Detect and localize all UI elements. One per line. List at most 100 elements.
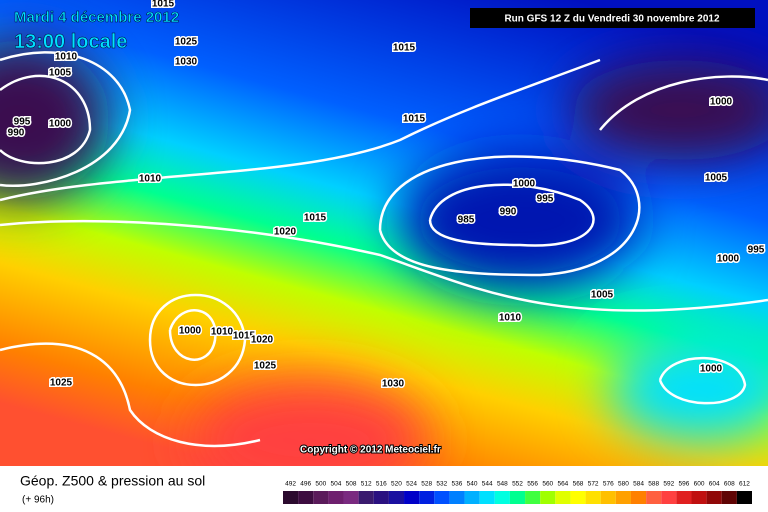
legend-swatch bbox=[388, 491, 405, 504]
map-date: Mardi 4 décembre 2012 bbox=[14, 9, 179, 26]
isobar-label: 1005 bbox=[49, 68, 72, 79]
legend-swatch bbox=[736, 491, 752, 504]
isobar-label: 1025 bbox=[254, 361, 277, 372]
legend-label: 588 bbox=[648, 481, 659, 488]
legend-swatch bbox=[600, 491, 616, 504]
isobar-label: 995 bbox=[14, 117, 31, 128]
map-field bbox=[0, 0, 768, 500]
legend-label: 592 bbox=[663, 481, 674, 488]
isobar-label: 1000 bbox=[710, 97, 733, 108]
legend-swatch bbox=[479, 491, 495, 504]
legend-label: 528 bbox=[421, 481, 432, 488]
legend-swatch bbox=[343, 491, 359, 504]
legend-swatch bbox=[540, 491, 556, 504]
run-box bbox=[470, 8, 755, 28]
legend-swatch bbox=[373, 491, 389, 504]
legend-swatch bbox=[449, 491, 465, 504]
isobar-label: 1005 bbox=[591, 290, 614, 301]
isobar-label: 1015 bbox=[304, 213, 327, 224]
legend-label: 524 bbox=[406, 481, 417, 488]
legend-swatch bbox=[313, 491, 329, 504]
isobar-label: 1010 bbox=[499, 313, 522, 324]
legend-swatch bbox=[283, 491, 299, 504]
isobar-label: 1015 bbox=[393, 43, 416, 54]
isobar-label: 1005 bbox=[705, 173, 728, 184]
isobar-label: 1010 bbox=[139, 174, 162, 185]
legend-label: 552 bbox=[512, 481, 523, 488]
legend-label: 532 bbox=[436, 481, 447, 488]
isobar-label: 990 bbox=[500, 207, 517, 218]
legend-swatch bbox=[358, 491, 374, 504]
legend-label: 496 bbox=[300, 481, 311, 488]
legend-label: 512 bbox=[361, 481, 372, 488]
legend-swatch bbox=[525, 491, 541, 504]
isobar-label: 995 bbox=[537, 194, 554, 205]
isobar-label: 1030 bbox=[175, 57, 198, 68]
footer-lead: (+ 96h) bbox=[22, 495, 54, 506]
isobar-label: 1015 bbox=[233, 331, 256, 342]
run-info: Run GFS 12 Z du Vendredi 30 novembre 201… bbox=[504, 14, 720, 25]
legend-label: 584 bbox=[633, 481, 644, 488]
isobar-label: 1000 bbox=[179, 326, 202, 337]
legend-label: 500 bbox=[315, 481, 326, 488]
legend-swatch bbox=[676, 491, 692, 504]
legend-swatch bbox=[706, 491, 722, 504]
isobar-label: 1025 bbox=[175, 37, 198, 48]
legend-label: 516 bbox=[376, 481, 387, 488]
isobar-labels: 1015102510301010100599599010001015101510… bbox=[6, 0, 766, 391]
isobar-label: 1000 bbox=[513, 179, 536, 190]
legend-swatch bbox=[419, 491, 435, 504]
legend-swatch bbox=[434, 491, 450, 504]
legend-swatch bbox=[328, 491, 344, 504]
footer-title: Géop. Z500 & pression au sol bbox=[20, 473, 205, 489]
legend-label: 560 bbox=[542, 481, 553, 488]
isobar-label: 1015 bbox=[152, 0, 175, 10]
footer-band bbox=[0, 466, 768, 512]
legend-swatch bbox=[585, 491, 601, 504]
legend-label: 520 bbox=[391, 481, 402, 488]
legend-swatch bbox=[615, 491, 631, 504]
legend-label: 596 bbox=[678, 481, 689, 488]
isobar-label: 995 bbox=[748, 245, 765, 256]
isobar-label: 985 bbox=[458, 215, 475, 226]
isobar-label: 1020 bbox=[251, 335, 274, 346]
copyright: Copyright © 2012 Meteociel.fr bbox=[300, 445, 441, 456]
legend-label: 568 bbox=[573, 481, 584, 488]
legend-swatch bbox=[570, 491, 586, 504]
legend-swatch bbox=[691, 491, 707, 504]
legend-swatch bbox=[661, 491, 677, 504]
legend-label: 612 bbox=[739, 481, 750, 488]
legend-swatch bbox=[721, 491, 737, 504]
isobar-label: 1015 bbox=[403, 114, 426, 125]
legend-swatch bbox=[494, 491, 510, 504]
legend-label: 564 bbox=[557, 481, 568, 488]
legend-label: 544 bbox=[482, 481, 493, 488]
legend-label: 548 bbox=[497, 481, 508, 488]
legend-label: 540 bbox=[467, 481, 478, 488]
isobar-label: 1025 bbox=[50, 378, 73, 389]
isobar-label: 1020 bbox=[274, 227, 297, 238]
isobar-label: 1000 bbox=[717, 254, 740, 265]
legend-label: 492 bbox=[285, 481, 296, 488]
isobar-label: 1030 bbox=[382, 379, 405, 390]
legend-label: 608 bbox=[724, 481, 735, 488]
legend-label: 576 bbox=[603, 481, 614, 488]
legend-swatch bbox=[464, 491, 480, 504]
legend-swatch bbox=[509, 491, 526, 504]
isobar-label: 1010 bbox=[211, 327, 234, 338]
legend-swatch bbox=[404, 491, 420, 504]
legend-swatch bbox=[555, 491, 571, 504]
legend-label: 508 bbox=[346, 481, 357, 488]
legend-label: 600 bbox=[694, 481, 705, 488]
legend-swatch bbox=[298, 491, 314, 504]
legend-label: 580 bbox=[618, 481, 629, 488]
legend-label: 572 bbox=[588, 481, 599, 488]
legend-label: 536 bbox=[452, 481, 463, 488]
color-legend: 492 496 500 504 508 512 516 520 524 528 532 536 540 5… bbox=[283, 481, 752, 504]
legend-swatch bbox=[646, 491, 662, 504]
isobar-label: 990 bbox=[8, 128, 25, 139]
isobar-label: 1000 bbox=[49, 119, 72, 130]
isobar-label: 1000 bbox=[700, 364, 723, 375]
legend-swatch bbox=[630, 491, 647, 504]
